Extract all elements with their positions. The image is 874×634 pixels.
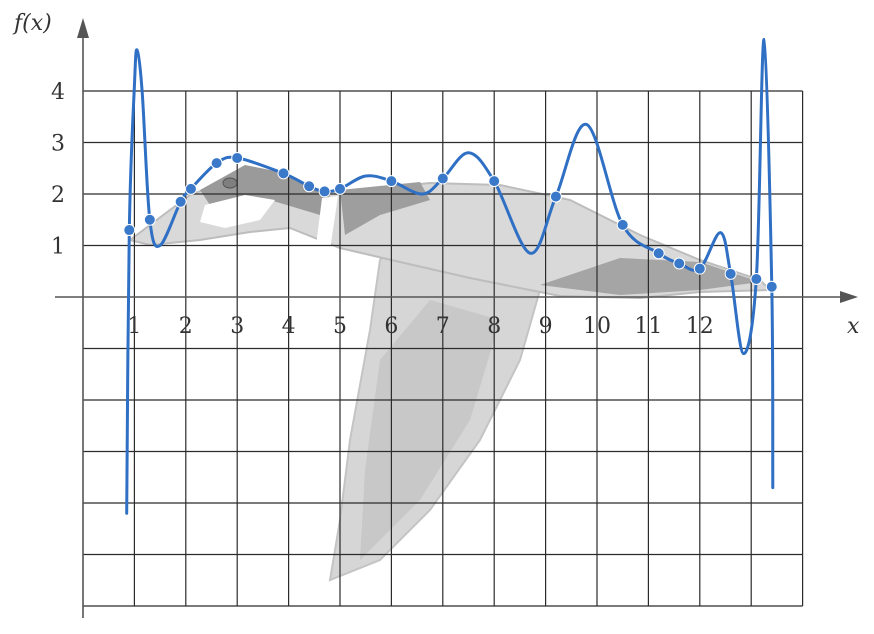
x-axis-label: x (847, 314, 860, 339)
data-point (750, 272, 763, 285)
x-tick-label: 11 (634, 314, 662, 339)
x-tick-label: 7 (436, 314, 450, 339)
data-point (184, 182, 197, 195)
data-point (652, 247, 665, 260)
x-tick-label: 9 (539, 314, 553, 339)
x-tick-label: 2 (179, 314, 193, 339)
data-point (143, 213, 156, 226)
data-point (488, 175, 501, 188)
data-points (123, 151, 778, 293)
x-tick-label: 4 (282, 314, 296, 339)
x-tick-label: 5 (333, 314, 347, 339)
data-point (549, 190, 562, 203)
goose-neck-collar (316, 196, 338, 250)
y-tick-label: 3 (51, 132, 65, 157)
data-point (123, 224, 136, 237)
data-point (765, 280, 778, 293)
data-point (231, 151, 244, 164)
data-point (693, 262, 706, 275)
data-point (616, 218, 629, 231)
grid (83, 90, 804, 607)
goose-wing-shade (360, 300, 500, 560)
data-point (174, 195, 187, 208)
x-tick-label: 10 (583, 314, 611, 339)
y-tick-label: 2 (51, 183, 65, 208)
y-tick-label: 4 (51, 80, 65, 105)
data-point (318, 185, 331, 198)
data-point (673, 257, 686, 270)
y-tick-label: 1 (51, 235, 65, 260)
data-point (277, 167, 290, 180)
data-point (724, 267, 737, 280)
x-tick-label: 1 (127, 314, 141, 339)
x-tick-label: 12 (686, 314, 714, 339)
y-axis-label: f(x) (12, 11, 52, 36)
goose-neck (200, 165, 330, 215)
goose-back (340, 182, 430, 235)
data-point (334, 182, 346, 195)
x-tick-label: 6 (384, 314, 398, 339)
data-point (303, 180, 316, 193)
axes (55, 18, 858, 618)
y-axis-arrow (77, 18, 89, 38)
x-tick-label: 3 (230, 314, 244, 339)
goose-eye (222, 177, 238, 189)
data-point (385, 175, 398, 188)
x-axis-arrow (840, 291, 858, 303)
goose-illustration (127, 165, 773, 582)
data-point (436, 172, 449, 185)
data-point (210, 157, 223, 170)
x-tick-label: 8 (487, 314, 501, 339)
